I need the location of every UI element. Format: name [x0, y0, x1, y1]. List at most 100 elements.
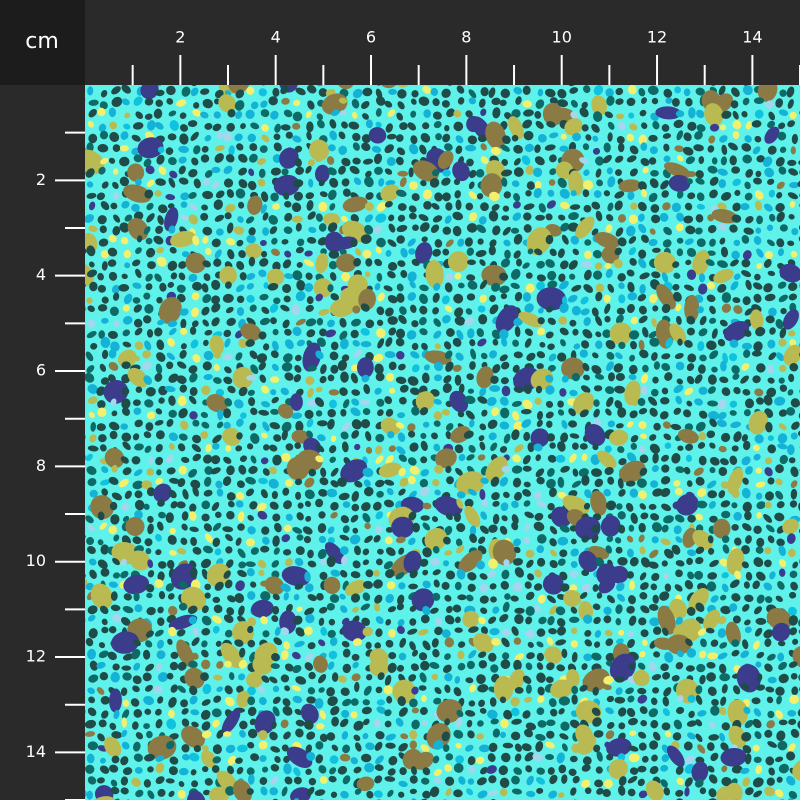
dot — [592, 270, 603, 280]
dot — [99, 672, 109, 681]
dot — [526, 227, 552, 256]
dot — [492, 338, 499, 346]
dot — [112, 181, 119, 189]
dot — [571, 305, 582, 316]
dot — [246, 273, 256, 280]
dot — [559, 145, 569, 152]
dot — [514, 326, 521, 338]
dot — [605, 88, 614, 98]
dot — [329, 177, 339, 188]
dot — [270, 167, 281, 176]
dot — [258, 331, 267, 340]
dot — [779, 327, 787, 339]
dot — [282, 284, 292, 293]
dot — [495, 305, 519, 333]
dot — [629, 123, 638, 131]
dot — [485, 121, 506, 150]
dot — [118, 283, 130, 292]
dot — [349, 165, 360, 175]
dot — [123, 184, 152, 203]
dot — [618, 179, 642, 193]
dot — [547, 317, 556, 326]
dot — [236, 284, 245, 293]
dot — [308, 139, 330, 161]
dot — [146, 202, 154, 211]
dot — [707, 225, 717, 234]
dot — [97, 143, 109, 153]
dot — [744, 308, 753, 316]
dot — [741, 110, 748, 118]
dot — [180, 318, 187, 329]
dot — [86, 192, 97, 199]
dot — [682, 146, 694, 156]
dot — [687, 192, 696, 200]
dot — [224, 204, 236, 213]
dot — [583, 180, 594, 190]
dot — [768, 307, 777, 317]
dot — [307, 211, 316, 220]
dot — [695, 177, 705, 185]
dot — [282, 259, 292, 269]
dot — [583, 85, 591, 94]
dot — [158, 204, 168, 214]
dot — [375, 121, 382, 128]
dot — [411, 193, 420, 202]
dot — [478, 98, 486, 108]
dot — [671, 98, 680, 107]
dot — [789, 200, 796, 208]
dot — [213, 98, 220, 105]
dot — [222, 293, 234, 303]
dot — [364, 224, 374, 235]
dot — [512, 201, 521, 209]
dot — [215, 190, 225, 199]
dot — [156, 339, 165, 351]
dot — [236, 261, 245, 270]
dot — [629, 257, 637, 266]
dot — [741, 143, 752, 152]
dot — [315, 293, 323, 302]
dot — [717, 284, 727, 293]
dot — [238, 250, 246, 259]
dot — [279, 147, 299, 169]
dot — [456, 85, 465, 94]
dot — [397, 203, 407, 211]
dot — [271, 237, 278, 245]
dot — [580, 296, 589, 305]
dot — [410, 98, 417, 105]
dot — [259, 145, 268, 153]
dot — [432, 248, 441, 257]
dot — [156, 296, 163, 304]
dot — [674, 145, 684, 153]
dot — [729, 155, 737, 166]
dot — [649, 146, 658, 155]
dot — [364, 214, 374, 223]
dot — [204, 329, 213, 336]
ruler-label: 2 — [175, 28, 185, 47]
dot — [211, 295, 221, 305]
dot — [98, 123, 107, 133]
dot — [558, 214, 566, 221]
dot — [385, 123, 393, 133]
dot — [753, 293, 762, 303]
dot — [284, 212, 293, 222]
dot — [236, 295, 245, 304]
dot — [525, 190, 532, 197]
dot — [475, 169, 485, 178]
dot — [787, 99, 794, 109]
dot — [166, 85, 176, 96]
dot — [518, 311, 543, 328]
dot — [648, 157, 657, 165]
dot — [227, 85, 251, 94]
dot — [318, 201, 328, 212]
dot — [385, 307, 394, 317]
dot — [121, 200, 130, 209]
dot — [676, 212, 685, 222]
dot — [261, 134, 270, 143]
dot — [720, 246, 729, 258]
dot — [499, 99, 507, 107]
dot — [283, 192, 290, 200]
dot — [731, 166, 740, 174]
dot — [119, 222, 130, 233]
dot — [442, 226, 452, 235]
dot — [441, 177, 451, 186]
